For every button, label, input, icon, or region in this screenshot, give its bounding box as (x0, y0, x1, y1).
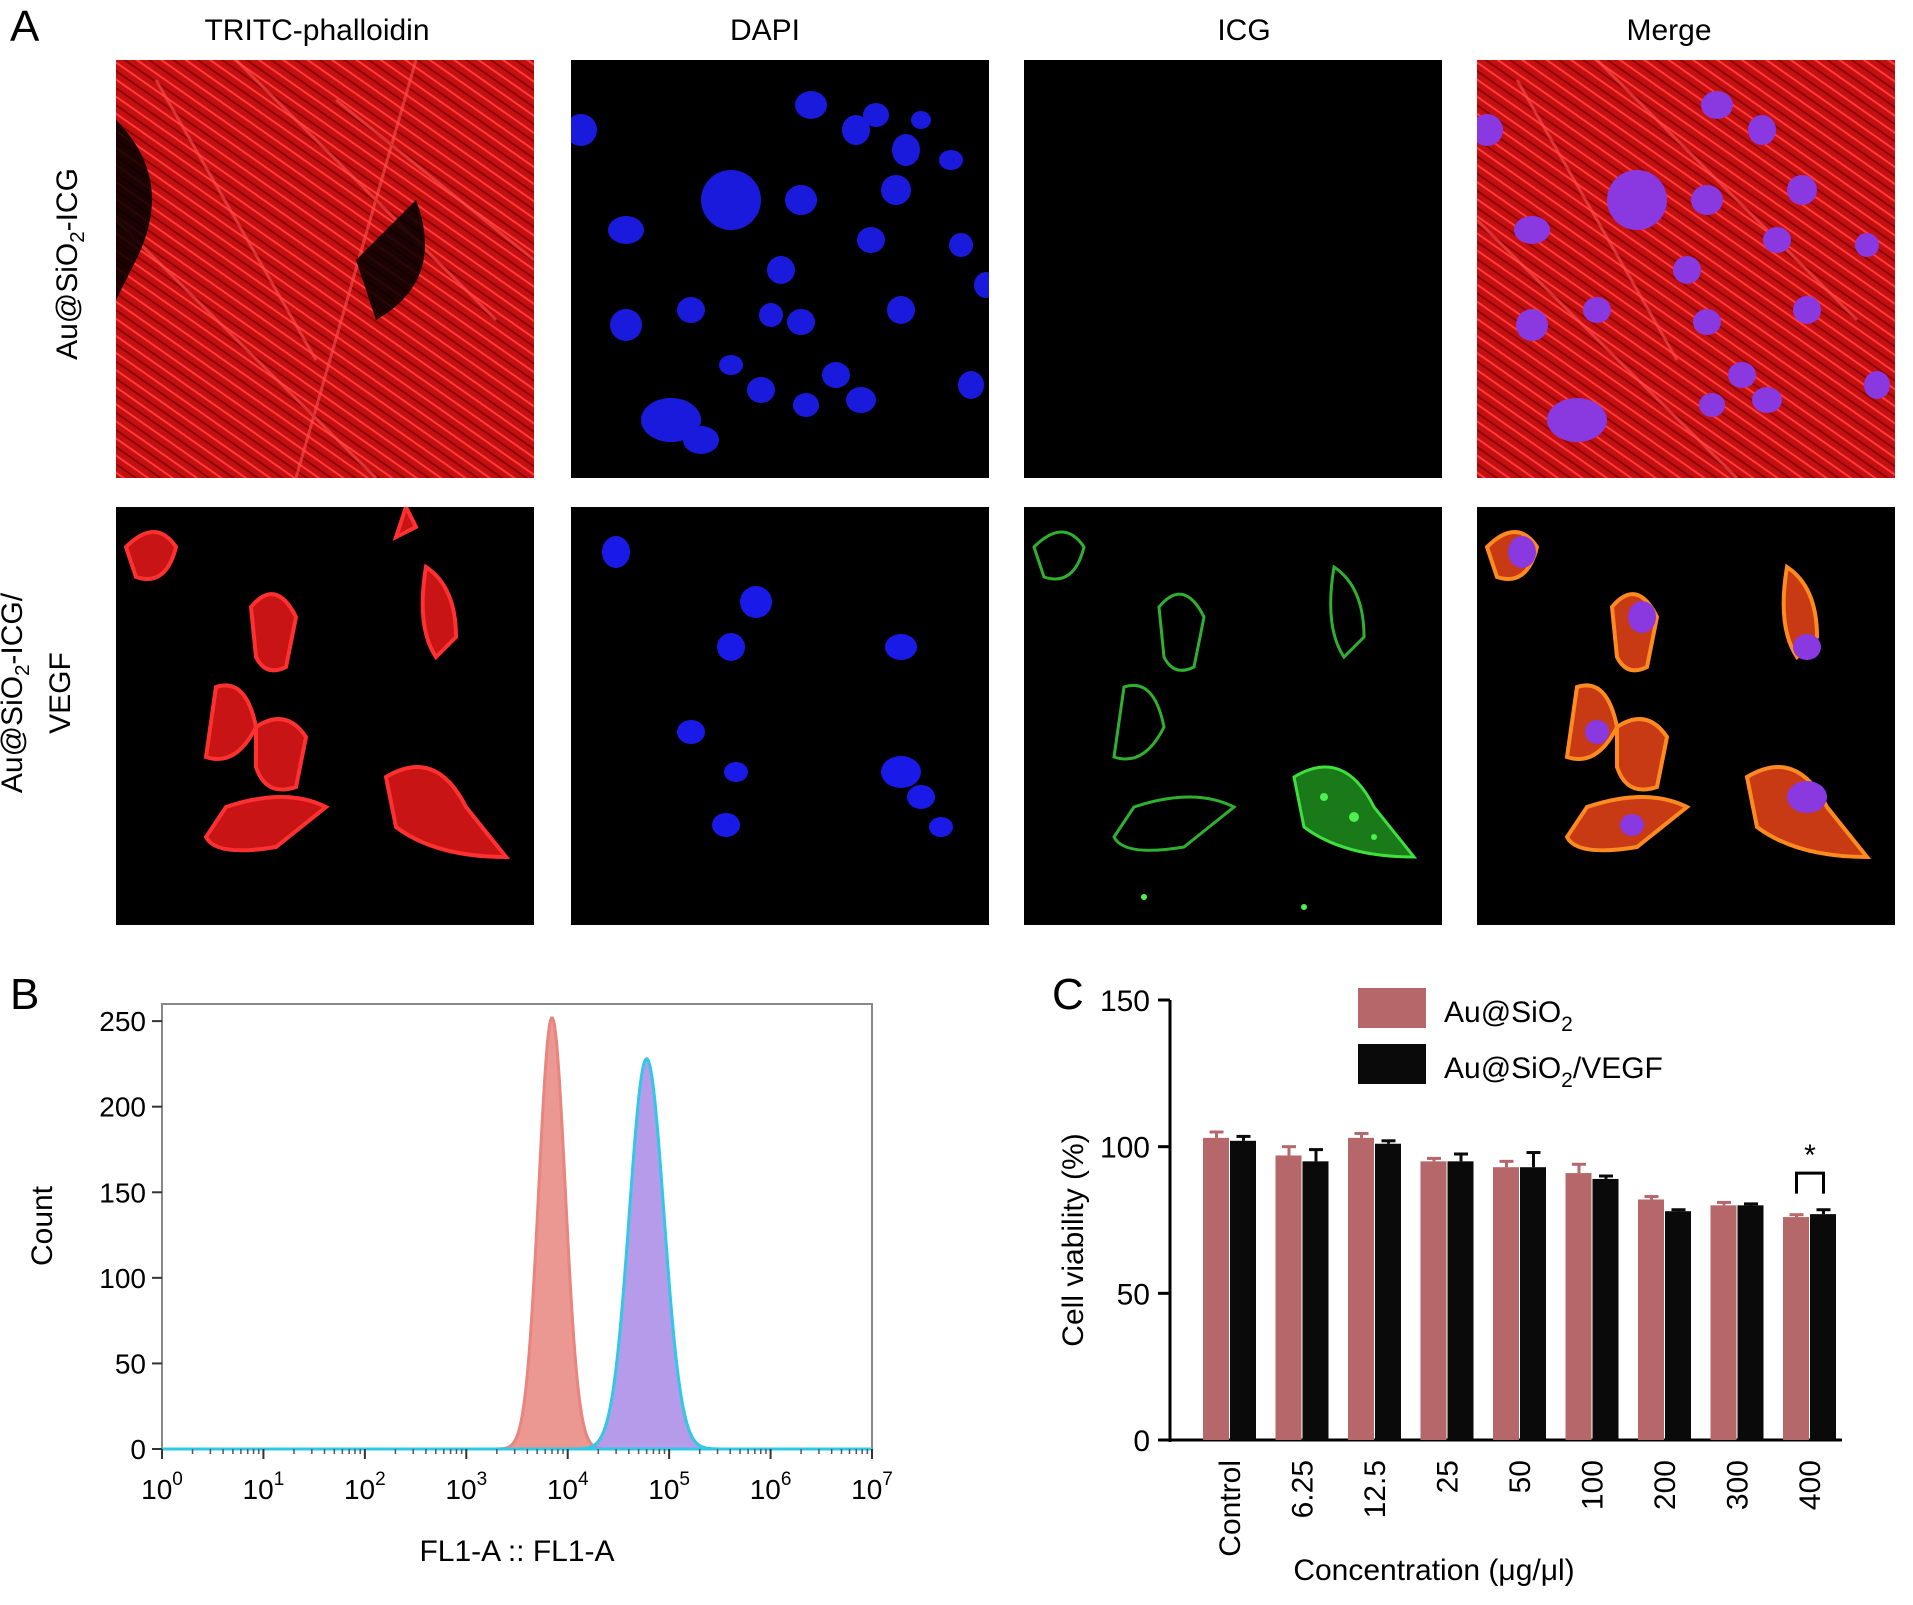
histogram-x-tick-label: 107 (851, 1469, 893, 1505)
viability-bar (1375, 1143, 1401, 1440)
viability-x-tick-label: 300 (1722, 1460, 1755, 1510)
viability-bar (1592, 1178, 1619, 1440)
viability-x-tick-label: 12.5 (1359, 1460, 1392, 1518)
viability-x-tick-label: 200 (1649, 1460, 1682, 1510)
viability-bar (1565, 1173, 1592, 1440)
viability-x-tick-label: 400 (1794, 1460, 1827, 1510)
histogram-x-axis-label: FL1-A :: FL1-A (419, 1535, 614, 1568)
viability-bar (1420, 1161, 1447, 1440)
significance-asterisk: * (1804, 1139, 1816, 1172)
panel-b-letter: B (10, 970, 40, 1019)
viability-x-tick-label: 6.25 (1287, 1460, 1320, 1518)
viability-bar (1348, 1137, 1374, 1440)
panel-a-letter: A (10, 2, 40, 51)
viability-bar (1447, 1161, 1474, 1440)
viability-y-tick-label: 100 (1100, 1132, 1150, 1165)
row-label-icg: Au@SiO2-ICG (51, 168, 89, 360)
row-label-icg-vegf: Au@SiO2-ICG/ VEGF (0, 592, 77, 794)
viability-bar (1710, 1205, 1737, 1440)
legend-label: Au@SiO2 (1444, 996, 1573, 1036)
histogram-plot-frame (161, 1003, 873, 1450)
histogram-y-tick-label: 100 (99, 1263, 146, 1294)
column-title-tritc: TRITC-phalloidin (204, 14, 430, 47)
column-title-merge: Merge (1626, 14, 1712, 47)
histogram-y-tick-label: 150 (99, 1177, 146, 1208)
histogram-y-tick-label: 200 (99, 1092, 146, 1123)
viability-bar (1638, 1199, 1664, 1440)
image-row2-tritc-phalloidin (116, 507, 534, 925)
viability-bar (1203, 1137, 1229, 1440)
viability-y-axis-label: Cell viability (%) (1057, 1133, 1090, 1346)
image-row2-icg (1024, 507, 1442, 925)
image-row1-merge (1477, 60, 1895, 478)
viability-y-tick-label: 0 (1133, 1425, 1150, 1458)
viability-x-tick-label: 50 (1504, 1460, 1537, 1493)
viability-x-tick-label: Control (1214, 1460, 1247, 1557)
panel-c-letter: C (1052, 970, 1084, 1019)
viability-bar (1302, 1161, 1329, 1440)
viability-bar (1275, 1155, 1302, 1440)
viability-bar (1493, 1167, 1519, 1440)
viability-x-tick-label: 25 (1432, 1460, 1465, 1493)
significance-bracket (1795, 1171, 1825, 1194)
legend-label: Au@SiO2/VEGF (1444, 1052, 1663, 1092)
viability-bar (1230, 1140, 1256, 1440)
histogram-x-tick-label: 101 (243, 1469, 285, 1505)
viability-y-tick-label: 50 (1117, 1278, 1150, 1311)
viability-bar (1810, 1214, 1836, 1440)
histogram-y-tick-label: 0 (130, 1434, 146, 1465)
viability-bar (1520, 1167, 1546, 1440)
legend-swatch (1358, 988, 1426, 1028)
histogram-x-tick-label: 104 (547, 1469, 589, 1505)
histogram-x-tick-label: 102 (344, 1469, 386, 1505)
image-row1-icg (1024, 60, 1442, 478)
histogram-y-tick-label: 50 (115, 1348, 146, 1379)
histogram-y-axis-label: Count (26, 1185, 59, 1266)
viability-bar (1665, 1211, 1691, 1440)
column-title-icg: ICG (1217, 14, 1271, 47)
cell-viability-bar-chart: 0 50 100 150 Control 6.25 12.5 25 50 100 200 300 400… (1057, 985, 1842, 1587)
image-row2-merge (1477, 507, 1895, 925)
histogram-x-tick-label: 100 (141, 1469, 183, 1505)
viability-y-tick-label: 150 (1100, 985, 1150, 1018)
image-row1-dapi (571, 60, 989, 478)
legend-swatch (1358, 1044, 1426, 1084)
image-row1-tritc-phalloidin (116, 60, 534, 478)
histogram-y-tick-label: 250 (99, 1006, 146, 1037)
viability-bar (1783, 1217, 1809, 1440)
viability-x-axis-label: Concentration (μg/μl) (1293, 1554, 1574, 1587)
column-title-dapi: DAPI (729, 14, 801, 47)
histogram-x-tick-label: 105 (648, 1469, 690, 1505)
viability-bar (1737, 1205, 1764, 1440)
histogram-x-tick-label: 106 (750, 1469, 792, 1505)
histogram-x-tick-label: 103 (445, 1469, 487, 1505)
viability-x-tick-label: 100 (1577, 1460, 1610, 1510)
image-row2-dapi (571, 507, 989, 925)
